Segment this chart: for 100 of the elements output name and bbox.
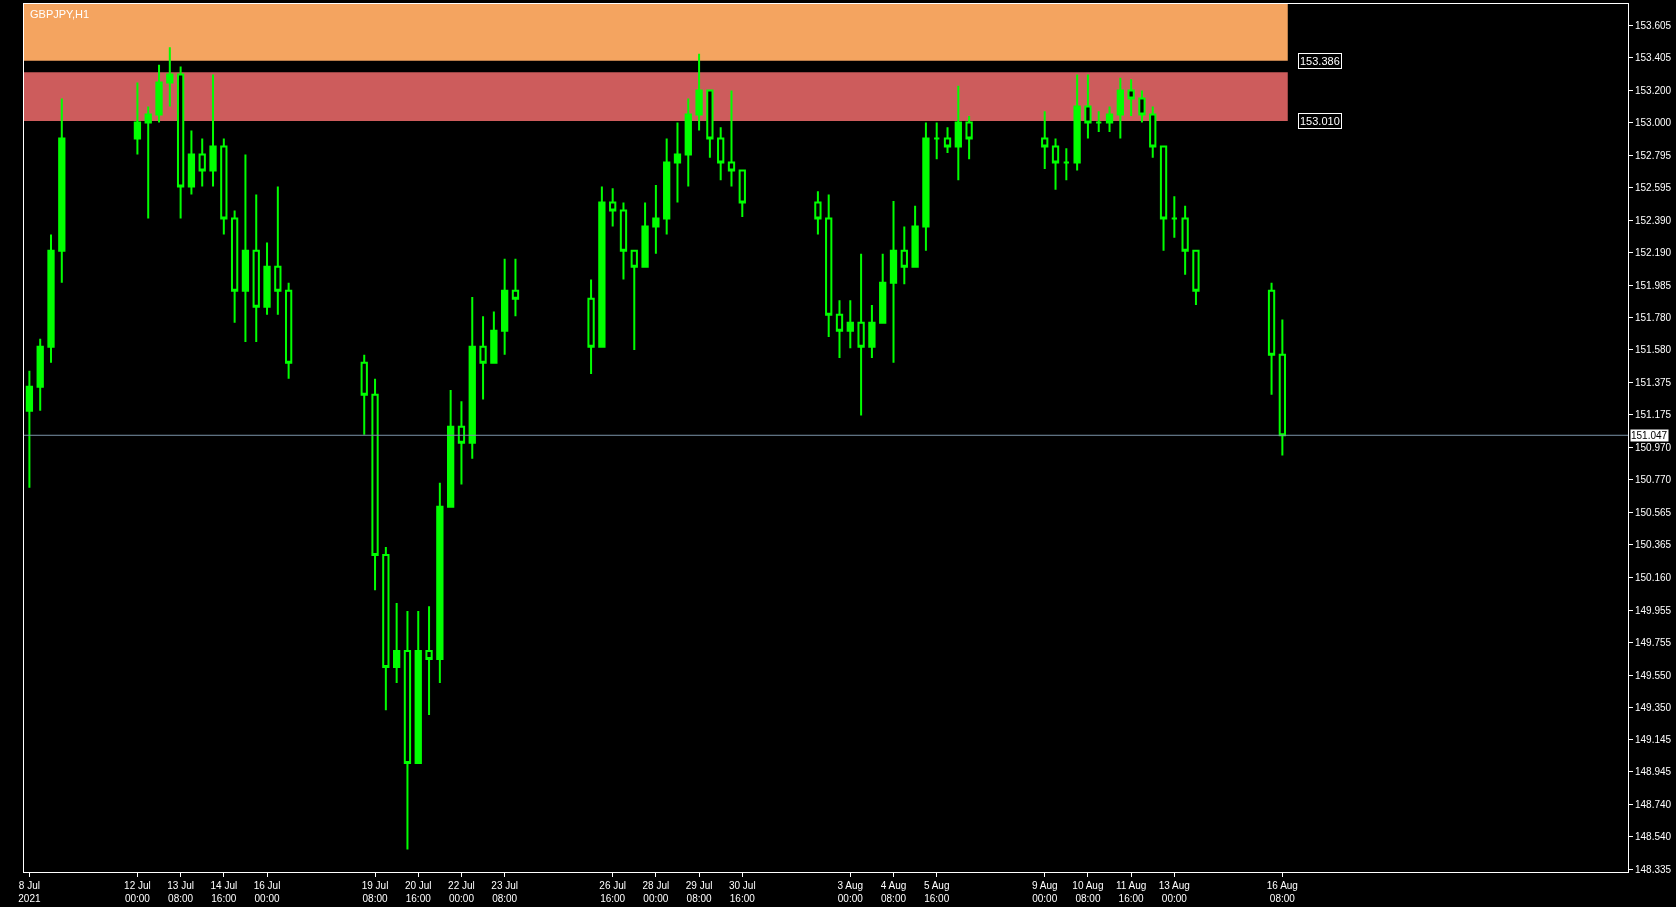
- candlestick: [630, 249, 638, 351]
- x-tick-label: 8 Jul 2021: [18, 880, 41, 904]
- candlestick: [436, 481, 444, 685]
- candlestick: [1095, 110, 1103, 134]
- x-tick-label: 20 Jul 16:00: [404, 880, 432, 904]
- x-tick-label: 22 Jul 00:00: [448, 880, 475, 904]
- candlestick: [911, 204, 919, 268]
- candlestick: [598, 185, 606, 348]
- candlestick: [198, 137, 206, 188]
- x-tick-label: 5 Aug 16:00: [923, 880, 950, 904]
- candlestick: [468, 296, 476, 460]
- candlestick: [1181, 204, 1189, 276]
- candlestick: [587, 278, 595, 375]
- y-tick-label: 150.160: [1635, 571, 1672, 583]
- candlestick: [36, 337, 44, 412]
- candlestick: [609, 187, 617, 228]
- candlestick: [25, 369, 34, 489]
- x-tick-label: 13 Jul 08:00: [167, 880, 194, 904]
- band-label: 153.010: [1300, 115, 1340, 127]
- y-tick-label: 150.565: [1635, 506, 1672, 518]
- candlestick: [1105, 105, 1114, 134]
- candlestick: [835, 299, 844, 359]
- candlestick: [1267, 281, 1276, 396]
- x-tick-label: 28 Jul 00:00: [642, 880, 670, 904]
- y-tick-label: 148.335: [1635, 864, 1672, 876]
- candlestick: [263, 241, 271, 316]
- y-tick-label: 151.985: [1635, 279, 1672, 291]
- x-tick-label: 26 Jul 16:00: [599, 880, 627, 904]
- candlestick: [868, 304, 876, 359]
- candlestick: [1073, 73, 1081, 172]
- candlestick: [641, 201, 649, 268]
- candlestick: [220, 137, 228, 236]
- candlestick: [166, 46, 174, 108]
- x-tick-label: 13 Aug 00:00: [1158, 880, 1190, 904]
- y-tick-label: 152.595: [1635, 181, 1672, 193]
- y-tick-label: 149.755: [1635, 636, 1672, 648]
- y-tick-label: 153.000: [1635, 117, 1672, 129]
- candlestick: [230, 209, 239, 324]
- candlestick: [425, 605, 433, 717]
- candlestick: [879, 252, 887, 324]
- candlestick: [717, 126, 725, 182]
- candlestick: [1041, 110, 1049, 170]
- candlestick: [619, 201, 628, 281]
- candlestick: [1084, 73, 1092, 140]
- candlestick: [284, 281, 293, 380]
- y-tick-label: 149.145: [1635, 734, 1672, 746]
- candlestick: [1051, 137, 1060, 191]
- candlestick: [814, 190, 822, 236]
- candlestick: [652, 183, 660, 255]
- candlestick: [889, 199, 898, 364]
- candlestick: [1149, 105, 1157, 159]
- x-tick-label: 29 Jul 08:00: [685, 880, 713, 904]
- y-tick-label: 149.350: [1635, 701, 1672, 713]
- y-tick-label: 150.770: [1635, 474, 1672, 486]
- candlestick: [58, 97, 66, 284]
- candlestick: [846, 299, 854, 350]
- candlestick: [1138, 89, 1146, 124]
- candlestick: [954, 84, 962, 182]
- y-tick-label: 150.365: [1635, 539, 1672, 550]
- y-tick-label: 153.200: [1635, 84, 1672, 96]
- candlestick: [900, 225, 908, 286]
- x-tick-label: 23 Jul 08:00: [491, 880, 518, 904]
- candlestick: [738, 169, 746, 218]
- candlestick: [457, 400, 466, 486]
- candlestick: [695, 52, 703, 132]
- candlestick: [252, 193, 260, 343]
- candlestick: [382, 545, 390, 712]
- candlestick: [684, 97, 692, 188]
- candlestick: [943, 126, 952, 154]
- y-tick-label: 151.375: [1635, 377, 1672, 389]
- y-tick-label: 151.580: [1635, 344, 1672, 356]
- candlestick: [144, 105, 152, 220]
- candlestick: [673, 121, 682, 204]
- x-tick-label: 16 Jul 00:00: [253, 880, 281, 904]
- y-tick-label: 148.540: [1635, 831, 1672, 843]
- candlestick: [933, 121, 941, 161]
- candlestick: [922, 121, 930, 252]
- candlestick: [727, 89, 736, 188]
- candlestick: [447, 388, 455, 508]
- ref-line-label: 151.047: [1631, 430, 1668, 441]
- y-tick-label: 152.190: [1635, 246, 1672, 258]
- candlestick: [663, 137, 671, 236]
- candlestick: [403, 609, 412, 851]
- candlestick: [1278, 318, 1286, 457]
- x-tick-label: 14 Jul 16:00: [210, 880, 238, 904]
- candlestick: [1127, 78, 1135, 118]
- chart-title: GBPJPY,H1: [30, 8, 90, 20]
- x-tick-label: 9 Aug 00:00: [1031, 880, 1058, 904]
- y-tick-label: 151.175: [1635, 409, 1672, 421]
- candlestick: [47, 233, 55, 364]
- candlestick: [706, 89, 714, 159]
- x-tick-label: 11 Aug 16:00: [1115, 880, 1147, 904]
- candlestick: [371, 377, 379, 592]
- candlestick: [479, 315, 487, 401]
- candlestick: [274, 185, 282, 316]
- candlestick: [133, 81, 142, 156]
- y-tick-label: 153.605: [1635, 20, 1672, 32]
- candlestick: [1159, 145, 1168, 252]
- y-tick-label: 151.780: [1635, 312, 1672, 324]
- candlestick: [176, 65, 185, 220]
